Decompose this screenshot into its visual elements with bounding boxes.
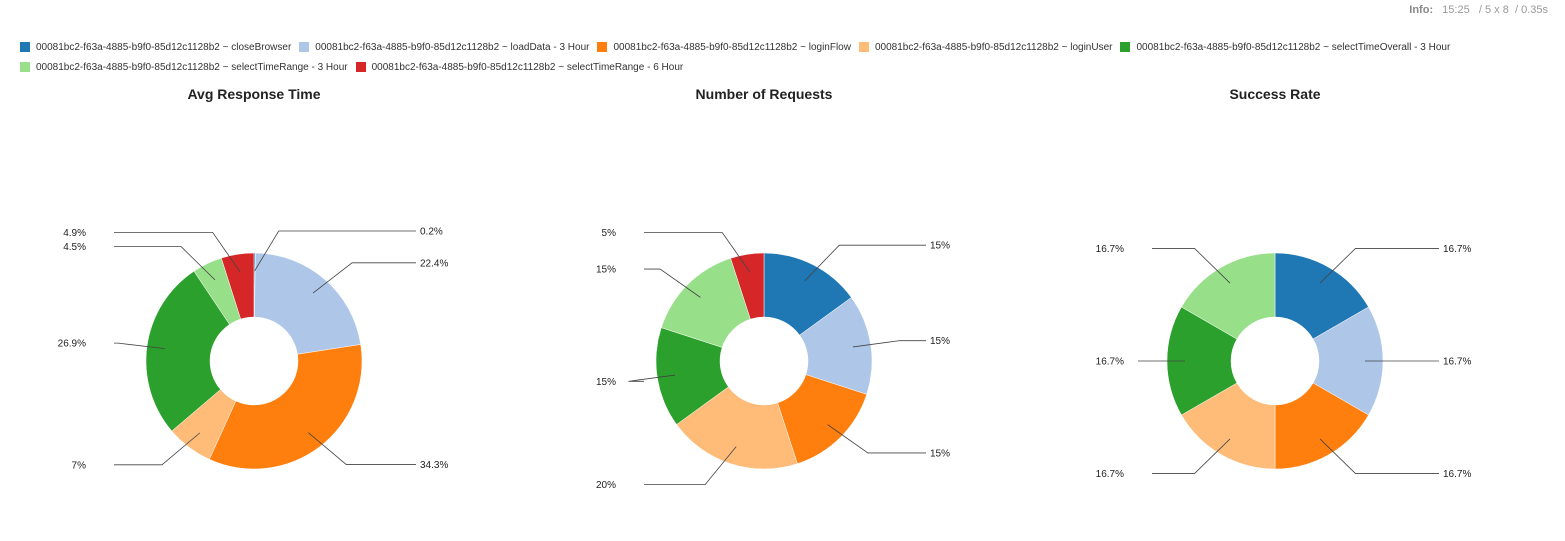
- leader-line: [254, 230, 416, 272]
- donut-slice: [145, 270, 230, 432]
- slice-label: 22.4%: [420, 258, 448, 269]
- leader-line: [827, 424, 926, 454]
- donut-slice: [1312, 306, 1384, 416]
- legend-label: 00081bc2-f63a-4885-b9f0-85d12c1128b2 ~ l…: [874, 41, 1113, 53]
- slice-label: 16.7%: [1443, 357, 1471, 368]
- info-grid: 5 x 8: [1484, 4, 1509, 16]
- leader-line: [644, 446, 737, 486]
- legend-row: 00081bc2-f63a-4885-b9f0-85d12c1128b2 ~ c…: [20, 37, 1540, 57]
- slice-label: 15%: [596, 377, 616, 388]
- legend-swatch: [299, 42, 310, 52]
- donut-slice: [254, 252, 362, 355]
- slice-label: 4.9%: [63, 228, 86, 239]
- slice-label: 7%: [72, 460, 87, 471]
- legend-swatch: [20, 42, 30, 52]
- legend-label: 00081bc2-f63a-4885-b9f0-85d12c1128b2 ~ l…: [315, 41, 590, 53]
- legend-item-load-data[interactable]: 00081bc2-f63a-4885-b9f0-85d12c1128b2 ~ l…: [299, 42, 589, 53]
- leader-line: [1319, 438, 1439, 474]
- legend-swatch: [355, 62, 366, 72]
- leader-line: [114, 342, 165, 350]
- slice-label: 34.3%: [420, 460, 448, 471]
- legend-row: 00081bc2-f63a-4885-b9f0-85d12c1128b2 ~ s…: [20, 57, 1540, 77]
- legend-item-close-browser[interactable]: 00081bc2-f63a-4885-b9f0-85d12c1128b2 ~ c…: [20, 42, 291, 53]
- slice-label: 4.5%: [63, 242, 86, 253]
- legend-item-login-user[interactable]: 00081bc2-f63a-4885-b9f0-85d12c1128b2 ~ l…: [858, 41, 1113, 53]
- leader-line: [1319, 248, 1439, 284]
- slice-label: 16.7%: [1443, 469, 1471, 480]
- chart-legend: 00081bc2-f63a-4885-b9f0-85d12c1128b2 ~ c…: [20, 37, 1540, 77]
- donut-chart-2: Number of Requests 15% 15% 15% 5% 15% 15% 20%: [596, 86, 950, 491]
- chart-title: Avg Response Time: [187, 86, 320, 102]
- slice-label: 16.7%: [1443, 244, 1471, 255]
- donut-slice: [1181, 382, 1276, 470]
- slice-label: 15%: [930, 448, 950, 459]
- legend-item-select-time-range-3h[interactable]: 00081bc2-f63a-4885-b9f0-85d12c1128b2 ~ s…: [20, 62, 348, 73]
- legend-label: 00081bc2-f63a-4885-b9f0-85d12c1128b2 ~ l…: [613, 41, 851, 53]
- donut-slice: [1181, 252, 1276, 340]
- legend-swatch: [858, 42, 869, 52]
- leader-line: [114, 232, 241, 273]
- slice-label: 16.7%: [1096, 357, 1124, 368]
- leader-line: [308, 432, 416, 465]
- legend-label: 00081bc2-f63a-4885-b9f0-85d12c1128b2 ~ s…: [36, 61, 348, 73]
- info-label: Info:: [1409, 4, 1434, 16]
- chart-title: Success Rate: [1229, 86, 1320, 102]
- leader-line: [644, 268, 701, 298]
- donut-slice: [1274, 252, 1369, 340]
- chart-title: Number of Requests: [696, 86, 833, 102]
- slice-label: 15%: [930, 336, 950, 347]
- donut-chart-3: Success Rate 16.7% 16.7% 16.7% 16.7% 16.7% 16.…: [1096, 86, 1472, 480]
- leader-line: [114, 432, 201, 466]
- info-bar: Info: 15:25 / 5 x 8 / 0.35s: [1409, 4, 1548, 16]
- legend-label: 00081bc2-f63a-4885-b9f0-85d12c1128b2 ~ s…: [371, 61, 684, 73]
- leader-line: [628, 374, 676, 382]
- slice-label: 5%: [602, 228, 617, 239]
- legend-swatch: [597, 42, 608, 52]
- legend-item-select-time-overall[interactable]: 00081bc2-f63a-4885-b9f0-85d12c1128b2 ~ s…: [1120, 42, 1450, 53]
- donut-slice: [730, 252, 765, 320]
- donut-slice: [208, 344, 363, 470]
- legend-item-select-time-range-6h[interactable]: 00081bc2-f63a-4885-b9f0-85d12c1128b2 ~ s…: [355, 61, 684, 73]
- leader-line: [114, 246, 216, 281]
- legend-label: 00081bc2-f63a-4885-b9f0-85d12c1128b2 ~ s…: [1136, 41, 1451, 53]
- slice-label: 0.2%: [420, 227, 443, 238]
- leader-line: [1152, 438, 1231, 474]
- leader-line: [804, 244, 926, 282]
- slice-label: 15%: [930, 241, 950, 252]
- legend-item-login-flow[interactable]: 00081bc2-f63a-4885-b9f0-85d12c1128b2 ~ l…: [597, 42, 851, 53]
- leader-line: [1152, 248, 1231, 284]
- donut-chart-1: Avg Response Time 0.2% 22.4% 34.3% 4.9% 4.5% 2…: [58, 86, 449, 471]
- slice-label: 16.7%: [1096, 244, 1124, 255]
- legend-swatch: [1120, 42, 1131, 52]
- donut-slice: [676, 386, 798, 470]
- leader-line: [852, 340, 926, 348]
- legend-label: 00081bc2-f63a-4885-b9f0-85d12c1128b2 ~ c…: [36, 41, 292, 53]
- donut-slice: [1274, 382, 1369, 470]
- slice-label: 15%: [596, 265, 616, 276]
- leader-line: [644, 232, 751, 273]
- donut-slice: [1166, 306, 1238, 416]
- info-duration: 0.35s: [1521, 4, 1548, 16]
- leader-line: [312, 262, 416, 294]
- legend-swatch: [20, 62, 30, 72]
- slice-label: 26.9%: [58, 339, 86, 350]
- slice-label: 16.7%: [1096, 469, 1124, 480]
- donut-slice: [221, 252, 255, 320]
- info-time: 15:25: [1442, 4, 1470, 16]
- slice-label: 20%: [596, 480, 616, 491]
